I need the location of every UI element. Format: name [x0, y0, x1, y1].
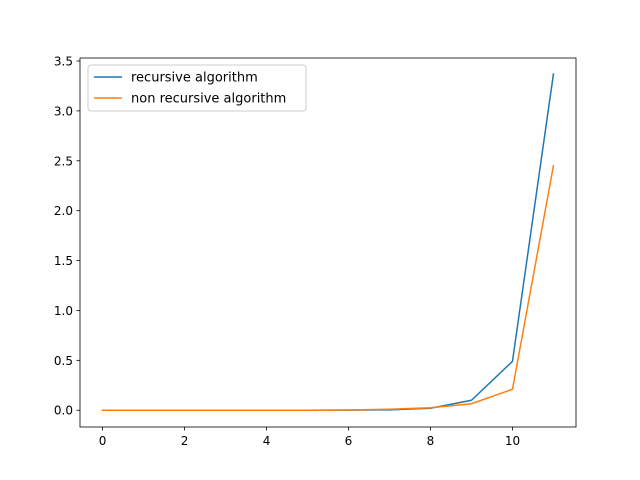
y-tick-label: 0.0 — [54, 404, 73, 418]
y-tick-label: 3.5 — [54, 54, 73, 68]
x-tick-label: 4 — [263, 434, 271, 448]
x-axis-ticks: 0 2 4 6 8 10 — [99, 427, 520, 448]
legend: recursive algorithm non recursive algorit… — [87, 64, 307, 112]
series-line-2 — [101, 164, 555, 411]
axes-frame — [79, 57, 577, 428]
x-tick-label: 2 — [181, 434, 189, 448]
series-layer — [101, 73, 555, 411]
legend-box — [87, 64, 307, 112]
y-tick-label: 2.5 — [54, 154, 73, 168]
y-tick-label: 1.5 — [54, 254, 73, 268]
y-tick-label: 3.0 — [54, 104, 73, 118]
y-tick-label: 0.5 — [54, 354, 73, 368]
x-tick-label: 10 — [505, 434, 520, 448]
legend-label-2: non recursive algorithm — [131, 92, 286, 107]
x-tick-label: 8 — [427, 434, 435, 448]
x-tick-label: 0 — [99, 434, 107, 448]
y-tick-label: 1.0 — [54, 304, 73, 318]
y-tick-label: 2.0 — [54, 204, 73, 218]
y-axis-ticks: 0.0 0.5 1.0 1.5 2.0 2.5 3.0 3.5 — [54, 54, 80, 418]
legend-label-1: recursive algorithm — [131, 71, 258, 86]
x-tick-label: 6 — [345, 434, 353, 448]
